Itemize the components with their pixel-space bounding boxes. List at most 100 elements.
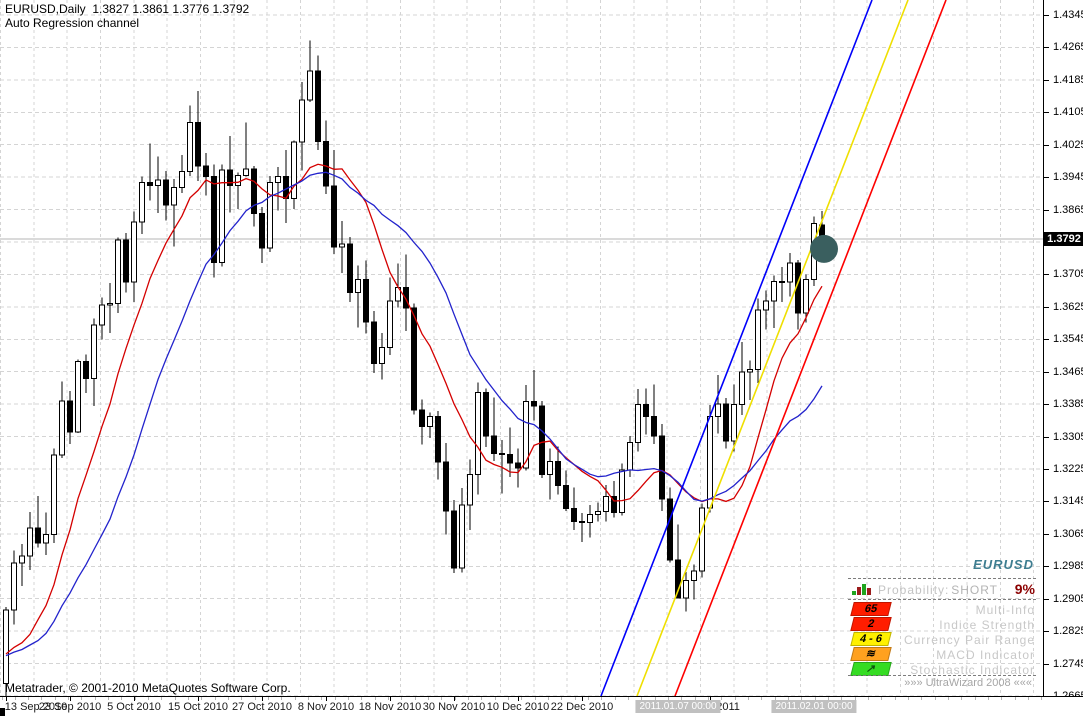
time-minor-tick	[308, 697, 310, 700]
candle-body	[691, 570, 697, 581]
regression-channel-upper-line[interactable]	[600, 0, 873, 697]
price-tick-mark	[1044, 177, 1049, 179]
price-tick-mark	[1044, 404, 1049, 406]
candle-body	[707, 415, 713, 509]
probability-row: Probability: SHORT 9%	[846, 581, 1038, 598]
candle-body	[467, 473, 473, 506]
candle-body	[331, 185, 337, 248]
date-label: 13 Sep 2010	[4, 701, 68, 713]
time-minor-tick	[881, 697, 883, 700]
candle-body	[587, 513, 593, 524]
time-minor-tick	[734, 697, 736, 700]
time-minor-tick	[441, 697, 443, 700]
candle-body	[147, 181, 153, 186]
time-minor-tick	[14, 697, 16, 700]
price-tick-label: 1.3625	[1053, 300, 1083, 313]
candle-body	[579, 521, 585, 524]
price-tick-mark	[1044, 566, 1049, 568]
price-tick-mark	[1044, 306, 1049, 308]
time-minor-tick	[947, 697, 949, 700]
platform-watermark: Metatrader, © 2001-2010 MetaQuotes Softw…	[5, 681, 291, 695]
candle-body	[211, 176, 217, 263]
indicator-row-indice-strength: 2 Indice Strength	[846, 617, 1038, 632]
candle-body	[339, 243, 345, 248]
regression-channel	[600, 0, 947, 697]
time-minor-tick	[854, 697, 856, 700]
candle-body	[219, 169, 225, 263]
time-minor-tick	[907, 697, 909, 700]
candle-body	[403, 286, 409, 309]
price-tick-mark	[1044, 436, 1049, 438]
indicator-status-badge: ≋	[850, 647, 892, 661]
date-tick-mark	[6, 697, 7, 701]
candle-body	[419, 409, 425, 427]
time-minor-tick	[574, 697, 576, 700]
candle-body	[595, 511, 601, 515]
time-minor-tick	[108, 697, 110, 700]
indicator-status-badge: ↗	[850, 662, 892, 676]
time-minor-tick	[814, 697, 816, 700]
price-tick-label: 1.3705	[1053, 268, 1083, 281]
candle-body	[611, 496, 617, 513]
time-minor-tick	[321, 697, 323, 700]
candle-body	[539, 405, 545, 475]
candle-body	[43, 534, 49, 544]
candle-body	[771, 280, 777, 302]
date-label: 30 Nov 2010	[422, 701, 486, 713]
time-minor-tick	[1, 697, 3, 700]
price-tick-label: 1.2825	[1053, 625, 1083, 638]
indicator-row-stochastic-indicator: ↗ Stochastic Indicator	[846, 662, 1038, 677]
candle-body	[787, 262, 793, 283]
regression-channel-lower-line[interactable]	[674, 0, 947, 697]
price-tick-mark	[1044, 371, 1049, 373]
time-minor-tick	[601, 697, 603, 700]
price-tick-label: 1.2985	[1053, 560, 1083, 573]
time-axis[interactable]: 13 Sep 2010 23 Sep 2010 5 Oct 2010 15 Oct 2…	[0, 696, 1083, 716]
date-tick-mark	[582, 697, 583, 701]
time-minor-tick	[241, 697, 243, 700]
candle-body	[379, 346, 385, 365]
candle-body	[203, 165, 209, 178]
candle-body	[515, 462, 521, 469]
panel-separator	[848, 675, 1036, 676]
candle-body	[683, 579, 689, 599]
time-minor-tick	[801, 697, 803, 700]
candle-body	[555, 461, 561, 487]
time-minor-tick	[561, 697, 563, 700]
indicator-row-currency-pair-range: 4 - 6 Currency Pair Range	[846, 632, 1038, 647]
time-minor-tick	[521, 697, 523, 700]
candle-body	[635, 404, 641, 444]
panel-separator	[848, 599, 1036, 600]
time-minor-tick	[428, 697, 430, 700]
candle-body	[491, 435, 497, 455]
candle-body	[99, 304, 105, 326]
price-axis[interactable]: 1.4345 1.4265 1.4185 1.4105 1.4025 1.3945 1.38…	[1043, 0, 1083, 702]
candle-body	[779, 280, 785, 283]
candle-body	[723, 403, 729, 442]
time-minor-tick	[1001, 697, 1003, 700]
candle-body	[747, 369, 753, 373]
candle-body	[523, 400, 529, 469]
regression-channel-median-line[interactable]	[636, 0, 909, 697]
slow-ma-line	[5, 171, 823, 657]
period-separator-label: 2011.02.01 00:00	[771, 700, 857, 713]
time-minor-tick	[921, 697, 923, 700]
candle-body	[35, 527, 41, 544]
date-label: 27 Oct 2010	[232, 701, 292, 713]
candle-body	[67, 400, 73, 433]
date-label: 8 Nov 2010	[297, 701, 355, 713]
time-minor-tick	[774, 697, 776, 700]
time-minor-tick	[121, 697, 123, 700]
time-minor-tick	[41, 697, 43, 700]
price-tick-mark	[1044, 112, 1049, 114]
price-tick-label: 1.3465	[1053, 365, 1083, 378]
candle-body	[715, 403, 721, 417]
time-minor-tick	[281, 697, 283, 700]
signal-marker-circle[interactable]	[810, 234, 838, 263]
time-minor-tick	[508, 697, 510, 700]
date-label: 23 Sep 2010	[38, 701, 102, 713]
candle-body	[291, 141, 297, 200]
chart-title-ohlc: EURUSD,Daily 1.3827 1.3861 1.3776 1.3792	[5, 2, 250, 16]
candle-body	[187, 121, 193, 172]
